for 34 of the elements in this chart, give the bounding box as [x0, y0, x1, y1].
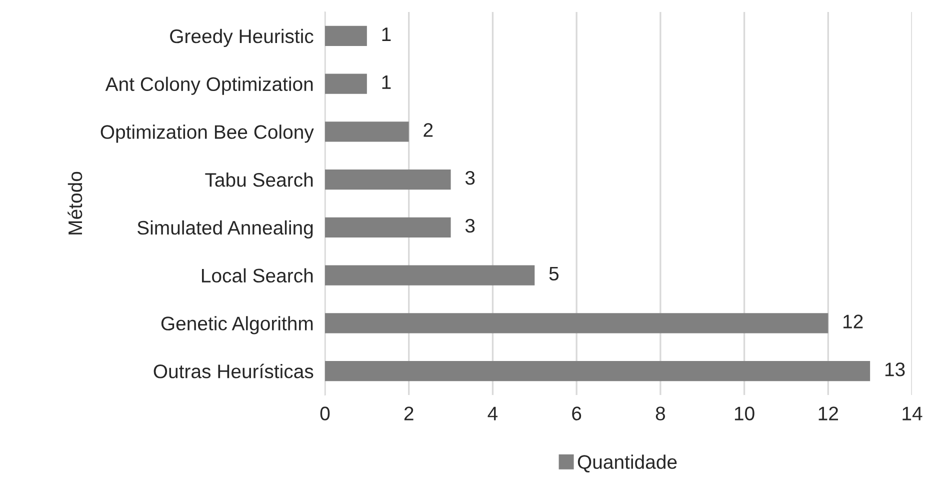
y-tick-label: Greedy Heuristic [170, 28, 314, 48]
x-tick-label: 2 [404, 406, 414, 420]
bar [325, 26, 367, 46]
y-tick-label: Genetic Algorithm [161, 316, 313, 334]
x-tick-label: 8 [656, 406, 665, 420]
data-label: 5 [549, 266, 559, 281]
x-tick-label: 12 [818, 406, 838, 420]
x-tick-label: 4 [488, 406, 498, 420]
x-tick-label: 0 [320, 406, 330, 420]
data-label: 13 [885, 362, 905, 376]
x-tick-label: 10 [734, 406, 754, 420]
y-tick-label: Local Search [202, 268, 313, 283]
y-tick-label: Outras Heurísticas [154, 364, 314, 378]
bar [325, 74, 367, 94]
y-tick-label: Simulated Annealing [137, 220, 313, 239]
bar [325, 265, 535, 286]
bar [325, 122, 409, 142]
y-tick-label: Ant Colony Optimization [105, 76, 313, 95]
data-label: 1 [382, 75, 391, 89]
data-label: 1 [382, 28, 391, 41]
bar [325, 217, 451, 238]
bar [325, 313, 828, 334]
data-label: 3 [465, 218, 475, 233]
y-tick-label: Tabu Search [205, 172, 313, 187]
data-label: 3 [465, 171, 475, 185]
y-tick-label: Optimization Bee Colony [100, 124, 314, 143]
x-tick-label: 6 [572, 406, 582, 420]
legend-label: Quantidade [578, 454, 677, 472]
bar [325, 361, 870, 382]
data-label: 2 [424, 123, 433, 137]
data-label: 12 [844, 314, 863, 328]
bar [325, 170, 451, 190]
y-axis-title: Método [68, 172, 82, 234]
x-tick-label: 14 [902, 406, 922, 420]
